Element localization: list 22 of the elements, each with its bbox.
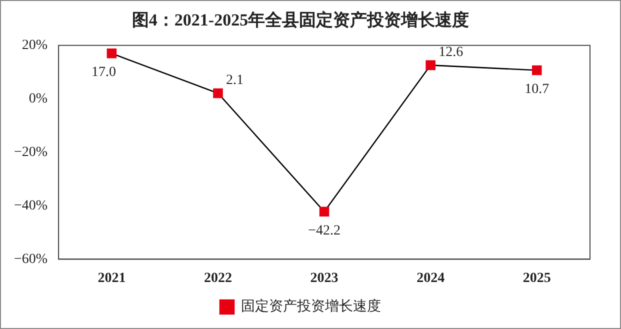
point [213,88,223,98]
chart-title: 图4：2021-2025年全县固定资产投资增长速度 [132,10,470,30]
x-tick-label: 2023 [310,271,338,286]
data-label: 12.6 [438,44,464,60]
x-tick-label: 2021 [98,271,126,286]
y-tick-label: −40% [14,198,48,214]
y-tick-label: −60% [14,252,48,267]
data-label: 17.0 [91,65,116,80]
y-tick-label: 20% [22,38,48,54]
y-tick-label: 0% [28,92,48,107]
x-tick-label: 2022 [204,271,232,286]
x-tick-label: 2025 [522,271,551,286]
data-label: 10.7 [524,82,550,97]
point [426,60,436,70]
data-label: −42.2 [308,223,340,238]
y-tick-label: −20% [14,144,48,160]
point [532,65,542,76]
data-label: 2.1 [226,72,244,88]
point [106,48,117,58]
x-tick-label: 2024 [416,271,445,286]
legend-label: 固定资产投资增长速度 [241,298,381,315]
point [319,206,330,217]
